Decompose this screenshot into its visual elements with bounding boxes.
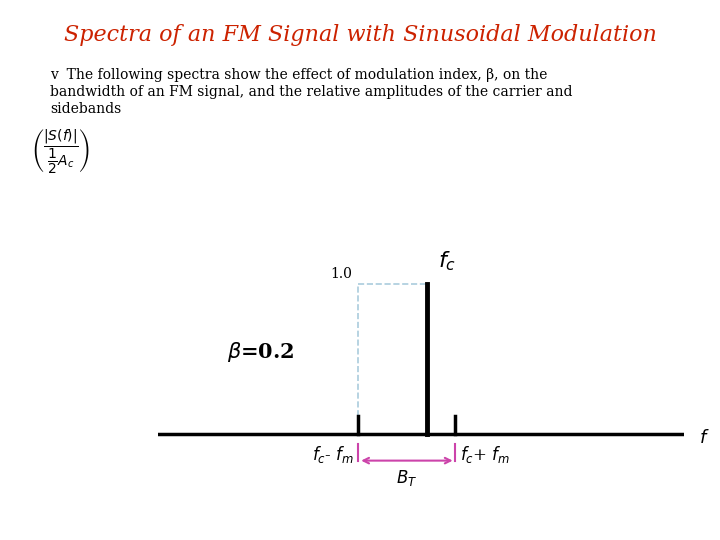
Text: $f_c$: $f_c$ (438, 249, 456, 273)
Text: sidebands: sidebands (50, 102, 122, 116)
Text: $f_c$- $f_m$: $f_c$- $f_m$ (312, 444, 354, 465)
Text: v  The following spectra show the effect of modulation index, β, on the: v The following spectra show the effect … (50, 68, 548, 82)
Text: bandwidth of an FM signal, and the relative amplitudes of the carrier and: bandwidth of an FM signal, and the relat… (50, 85, 573, 99)
Text: $\beta$=0.2: $\beta$=0.2 (227, 340, 294, 363)
Text: $f$: $f$ (698, 429, 709, 447)
Text: $\left(\dfrac{|S(f)|}{\dfrac{1}{2}A_c}\right)$: $\left(\dfrac{|S(f)|}{\dfrac{1}{2}A_c}\r… (32, 127, 90, 175)
Text: 1.0: 1.0 (330, 267, 353, 281)
Text: Spectra of an FM Signal with Sinusoidal Modulation: Spectra of an FM Signal with Sinusoidal … (63, 24, 657, 46)
Text: $B_T$: $B_T$ (396, 468, 418, 488)
Text: $f_c$+ $f_m$: $f_c$+ $f_m$ (460, 444, 510, 465)
